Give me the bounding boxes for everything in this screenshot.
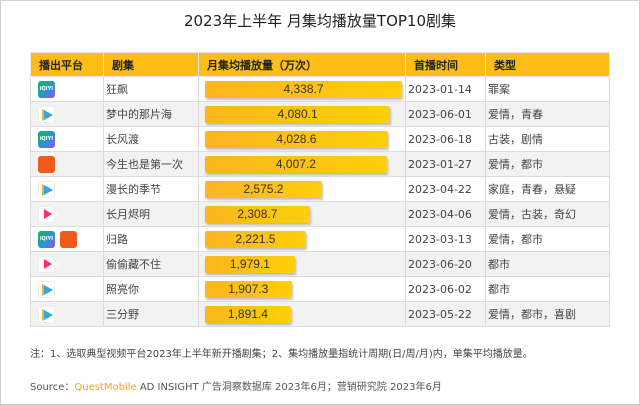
tencent-logo-icon — [38, 105, 55, 123]
premiere-date: 2023-01-14 — [405, 76, 486, 102]
mango-logo-icon — [38, 155, 55, 173]
genre: 爱情，青春 — [485, 101, 610, 127]
views-cell: 2,308.7 — [198, 201, 406, 227]
genre: 爱情，都市 — [485, 151, 610, 177]
premiere-date: 2023-04-22 — [405, 176, 486, 202]
table-row: YOUKU 长月烬明 2,308.7 2023-04-06 爱情，古装，奇幻 — [30, 201, 610, 227]
views-cell: 2,575.2 — [198, 176, 406, 202]
tencent-logo-icon — [38, 305, 55, 323]
bar: 4,338.7 — [205, 80, 402, 98]
source-rest: AD INSIGHT 广告洞察数据库 2023年6月；营销研究院 2023年6月 — [136, 382, 442, 393]
mango-logo-icon — [60, 230, 77, 248]
genre: 家庭，青春，悬疑 — [485, 176, 610, 202]
youku-logo-icon: YOUKU — [38, 205, 59, 223]
bar: 1,979.1 — [205, 255, 295, 273]
premiere-date: 2023-06-02 — [405, 276, 486, 302]
bar: 2,308.7 — [205, 205, 310, 223]
platform-cell — [30, 101, 104, 127]
table-row: YOUKU 偷偷藏不住 1,979.1 2023-06-20 都市 — [30, 251, 610, 277]
table-row: 照亮你 1,907.3 2023-06-02 都市 — [30, 276, 610, 302]
youku-logo-icon: YOUKU — [38, 255, 59, 273]
views-cell: 4,007.2 — [198, 151, 406, 177]
platform-cell — [30, 301, 104, 327]
views-cell: 4,080.1 — [198, 101, 406, 127]
table-row: iQIYI 归路 2,221.5 2023-03-13 爱情，都市 — [30, 226, 610, 252]
genre: 爱情，古装，奇幻 — [485, 201, 610, 227]
table-row: iQIYI 狂飙 4,338.7 2023-01-14 罪案 — [30, 76, 610, 102]
table-row: iQIYI 长风渡 4,028.6 2023-06-18 古装，剧情 — [30, 126, 610, 152]
views-cell: 4,028.6 — [198, 126, 406, 152]
drama-name: 长月烬明 — [103, 201, 199, 227]
premiere-date: 2023-04-06 — [405, 201, 486, 227]
premiere-date: 2023-06-20 — [405, 251, 486, 277]
brand-name: QuestMobile — [74, 382, 137, 393]
bar: 4,007.2 — [205, 155, 387, 173]
genre: 都市 — [485, 251, 610, 277]
bar: 2,221.5 — [205, 230, 306, 248]
premiere-date: 2023-01-27 — [405, 151, 486, 177]
source: Source：QuestMobile AD INSIGHT 广告洞察数据库 20… — [30, 378, 442, 393]
platform-cell: iQIYI — [30, 126, 104, 152]
drama-name: 归路 — [103, 226, 199, 252]
bar: 4,080.1 — [205, 105, 391, 123]
chart-title: 2023年上半年 月集均播放量TOP10剧集 — [183, 12, 457, 30]
premiere-date: 2023-06-01 — [405, 101, 486, 127]
bar: 1,907.3 — [205, 280, 292, 298]
ranking-table: 播出平台 剧集 月集均播放量（万次） 首播时间 类型 iQIYI 狂飙 4,33… — [30, 52, 610, 327]
platform-cell: iQIYI — [30, 76, 104, 102]
iqiyi-logo-icon: iQIYI — [38, 80, 55, 98]
premiere-date: 2023-03-13 — [405, 226, 486, 252]
drama-name: 偷偷藏不住 — [103, 251, 199, 277]
iqiyi-logo-icon: iQIYI — [38, 230, 55, 248]
drama-name: 今生也是第一次 — [103, 151, 199, 177]
col-platform: 播出平台 — [30, 52, 104, 77]
premiere-date: 2023-06-18 — [405, 126, 486, 152]
bar: 4,028.6 — [205, 130, 388, 148]
platform-cell: iQIYI — [30, 226, 104, 252]
iqiyi-logo-icon: iQIYI — [38, 130, 55, 148]
drama-name: 长风渡 — [103, 126, 199, 152]
views-cell: 4,338.7 — [198, 76, 406, 102]
source-prefix: Source： — [30, 382, 75, 393]
drama-name: 狂飙 — [103, 76, 199, 102]
col-date: 首播时间 — [405, 52, 486, 77]
views-cell: 1,907.3 — [198, 276, 406, 302]
table-row: 三分野 1,891.4 2023-05-22 爱情，都市，喜剧 — [30, 301, 610, 327]
table-row: 梦中的那片海 4,080.1 2023-06-01 爱情，青春 — [30, 101, 610, 127]
tencent-logo-icon — [38, 180, 55, 198]
genre: 都市 — [485, 276, 610, 302]
table-row: 今生也是第一次 4,007.2 2023-01-27 爱情，都市 — [30, 151, 610, 177]
platform-cell — [30, 176, 104, 202]
genre: 爱情，都市 — [485, 226, 610, 252]
drama-name: 照亮你 — [103, 276, 199, 302]
tencent-logo-icon — [38, 280, 55, 298]
genre: 爱情，都市，喜剧 — [485, 301, 610, 327]
col-views: 月集均播放量（万次） — [198, 52, 406, 77]
platform-cell: YOUKU — [30, 201, 104, 227]
platform-cell — [30, 151, 104, 177]
drama-name: 梦中的那片海 — [103, 101, 199, 127]
genre: 罪案 — [485, 76, 610, 102]
views-cell: 2,221.5 — [198, 226, 406, 252]
premiere-date: 2023-05-22 — [405, 301, 486, 327]
platform-cell — [30, 276, 104, 302]
bar: 2,575.2 — [205, 180, 322, 198]
footnote: 注：1、选取典型视频平台2023年上半年新开播剧集；2、集均播放量指统计周期(日… — [30, 349, 533, 360]
bar: 1,891.4 — [205, 305, 291, 323]
drama-name: 三分野 — [103, 301, 199, 327]
col-name: 剧集 — [103, 52, 199, 77]
views-cell: 1,891.4 — [198, 301, 406, 327]
col-genre: 类型 — [485, 52, 610, 77]
drama-name: 漫长的季节 — [103, 176, 199, 202]
views-cell: 1,979.1 — [198, 251, 406, 277]
genre: 古装，剧情 — [485, 126, 610, 152]
table-row: 漫长的季节 2,575.2 2023-04-22 家庭，青春，悬疑 — [30, 176, 610, 202]
platform-cell: YOUKU — [30, 251, 104, 277]
